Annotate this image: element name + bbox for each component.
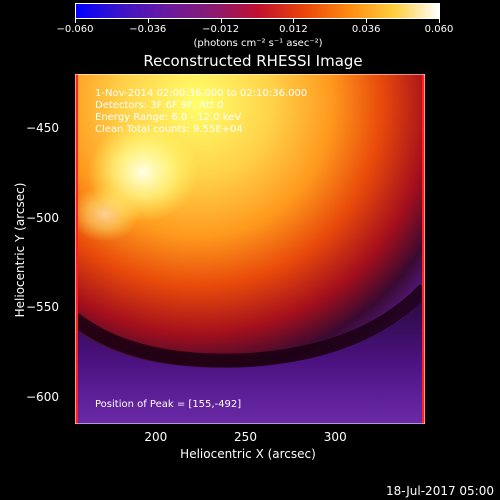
colorbar-tick-label: 0.060 [424,24,454,35]
y-tick-label: −550 [26,300,59,315]
timestamp: 18-Jul-2017 05:00 [385,484,494,498]
x-axis-label: Heliocentric X (arcsec) [180,447,316,461]
annotation-energy-range: Energy Range: 6.0 - 12.0 keV [95,112,242,123]
y-tick-label: −450 [26,120,59,135]
annotation-time-range: 1-Nov-2014 02:00:36.000 to 02:10:36.000 [95,88,308,99]
y-axis-label: Heliocentric Y (arcsec) [13,182,27,318]
x-tick-label: 300 [323,430,347,444]
colorbar-tick-label: 0.036 [351,24,381,35]
colorbar-tick-label: −0.060 [56,24,94,35]
x-tick-label: 250 [234,430,257,444]
annotation-detectors: Detectors: 3F 6F 9F, Att 0 [95,100,224,111]
colorbar-units: (photons cm⁻² s⁻¹ asec⁻²) [193,38,323,49]
colorbar-tick [75,19,76,23]
y-tick-label: −500 [26,210,59,225]
peak-position-label: Position of Peak = [155,-492] [95,399,242,410]
colorbar-tick [439,19,440,23]
colorbar-tick-label: 0.012 [279,24,308,35]
x-tick-label: 200 [144,430,168,444]
plot-title: Reconstructed RHESSI Image [143,52,363,70]
colorbar-tick [366,19,368,23]
y-tick-label: −600 [26,390,59,405]
colorbar-tick-label: −0.036 [129,24,167,35]
colorbar-tick [220,19,222,23]
colorbar-tick [147,19,149,23]
heatmap-plot [75,74,425,424]
colorbar-tick [293,19,295,23]
colorbar [75,3,440,19]
annotation-counts: Clean Total counts: 9.55E+04 [95,124,243,135]
colorbar-tick-label: −0.012 [202,24,240,35]
